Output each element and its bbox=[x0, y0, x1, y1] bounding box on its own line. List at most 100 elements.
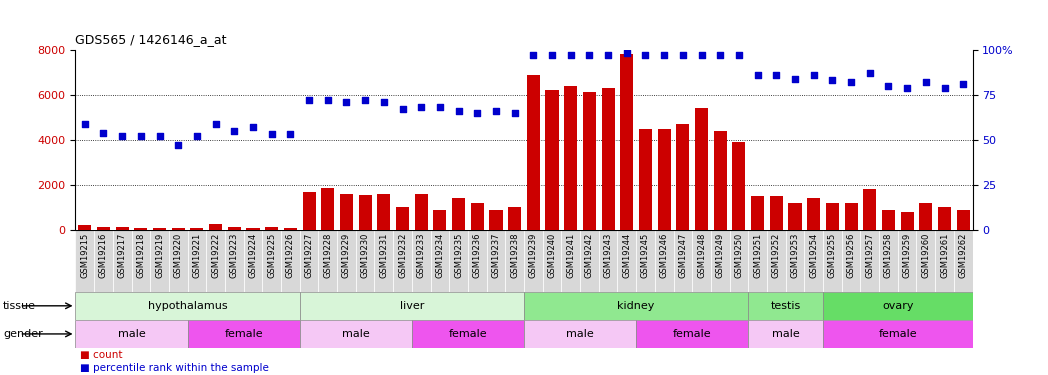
Point bbox=[693, 52, 709, 58]
Text: GSM19243: GSM19243 bbox=[604, 233, 613, 278]
Bar bbox=[246, 228, 260, 230]
Text: GSM19262: GSM19262 bbox=[959, 233, 967, 278]
Bar bbox=[281, 230, 300, 292]
Bar bbox=[467, 230, 486, 292]
Bar bbox=[300, 292, 524, 320]
Text: GSM19232: GSM19232 bbox=[398, 233, 407, 278]
Bar bbox=[711, 230, 729, 292]
Text: female: female bbox=[449, 329, 487, 339]
Text: GSM19220: GSM19220 bbox=[174, 233, 182, 278]
Point bbox=[712, 52, 728, 58]
Bar bbox=[227, 227, 241, 230]
Bar bbox=[879, 230, 898, 292]
Text: GSM19248: GSM19248 bbox=[697, 233, 706, 278]
Bar bbox=[97, 227, 110, 230]
Point bbox=[226, 128, 243, 134]
Point bbox=[189, 133, 205, 139]
Bar bbox=[284, 228, 297, 230]
Text: GSM19257: GSM19257 bbox=[866, 233, 874, 278]
Bar bbox=[508, 207, 521, 230]
Text: GSM19218: GSM19218 bbox=[136, 233, 146, 278]
Bar bbox=[636, 320, 748, 348]
Bar bbox=[75, 320, 188, 348]
Text: GSM19216: GSM19216 bbox=[99, 233, 108, 278]
Bar bbox=[636, 230, 655, 292]
Bar bbox=[788, 203, 802, 230]
Bar bbox=[132, 230, 150, 292]
Point bbox=[77, 121, 93, 127]
Text: GSM19215: GSM19215 bbox=[81, 233, 89, 278]
Text: GSM19233: GSM19233 bbox=[417, 233, 425, 279]
Bar bbox=[431, 230, 450, 292]
Text: male: male bbox=[771, 329, 800, 339]
Text: GSM19258: GSM19258 bbox=[883, 233, 893, 278]
Text: gender: gender bbox=[3, 329, 43, 339]
Point bbox=[787, 76, 804, 82]
Text: GSM19249: GSM19249 bbox=[716, 233, 725, 278]
Bar bbox=[75, 230, 94, 292]
Text: GSM19256: GSM19256 bbox=[847, 233, 855, 278]
Bar bbox=[676, 124, 690, 230]
Bar bbox=[546, 90, 559, 230]
Bar bbox=[748, 320, 823, 348]
Point bbox=[917, 79, 934, 85]
Bar bbox=[842, 230, 860, 292]
Bar bbox=[714, 131, 726, 230]
Point bbox=[208, 121, 224, 127]
Text: GSM19219: GSM19219 bbox=[155, 233, 165, 278]
Bar bbox=[396, 207, 409, 230]
Text: GSM19224: GSM19224 bbox=[248, 233, 258, 278]
Bar bbox=[113, 230, 132, 292]
Bar bbox=[581, 230, 598, 292]
Bar bbox=[303, 192, 315, 230]
Point bbox=[936, 85, 953, 91]
Bar bbox=[471, 203, 484, 230]
Bar bbox=[655, 230, 674, 292]
Bar bbox=[377, 194, 390, 230]
Text: hypothalamus: hypothalamus bbox=[148, 301, 227, 311]
Text: GSM19250: GSM19250 bbox=[735, 233, 743, 278]
Bar bbox=[115, 227, 129, 230]
Text: GSM19221: GSM19221 bbox=[193, 233, 201, 278]
Bar bbox=[864, 189, 876, 230]
Bar bbox=[75, 292, 300, 320]
Text: GSM19225: GSM19225 bbox=[267, 233, 277, 278]
Point bbox=[805, 72, 822, 78]
Bar bbox=[393, 230, 412, 292]
Point bbox=[151, 133, 168, 139]
Text: GSM19222: GSM19222 bbox=[211, 233, 220, 278]
Text: GSM19229: GSM19229 bbox=[342, 233, 351, 278]
Bar bbox=[79, 225, 91, 230]
Text: GSM19247: GSM19247 bbox=[678, 233, 687, 278]
Text: female: female bbox=[878, 329, 917, 339]
Bar bbox=[450, 230, 467, 292]
Point bbox=[955, 81, 971, 87]
Point bbox=[413, 105, 430, 111]
Point bbox=[861, 70, 878, 76]
Bar bbox=[225, 230, 243, 292]
Text: GSM19252: GSM19252 bbox=[771, 233, 781, 278]
Bar bbox=[94, 230, 113, 292]
Bar bbox=[319, 230, 337, 292]
Bar bbox=[767, 230, 786, 292]
Text: GSM19246: GSM19246 bbox=[659, 233, 669, 278]
Bar bbox=[564, 86, 577, 230]
Text: liver: liver bbox=[399, 301, 424, 311]
Text: GSM19239: GSM19239 bbox=[529, 233, 538, 278]
Point bbox=[581, 52, 597, 58]
Text: testis: testis bbox=[770, 301, 801, 311]
Bar bbox=[748, 230, 767, 292]
Text: GSM19242: GSM19242 bbox=[585, 233, 594, 278]
Bar bbox=[169, 230, 188, 292]
Text: GSM19231: GSM19231 bbox=[379, 233, 389, 278]
Point bbox=[263, 132, 280, 138]
Text: GSM19237: GSM19237 bbox=[492, 233, 501, 279]
Bar bbox=[150, 230, 169, 292]
Text: GSM19236: GSM19236 bbox=[473, 233, 482, 279]
Bar bbox=[134, 228, 148, 230]
Point bbox=[339, 99, 355, 105]
Bar bbox=[733, 142, 745, 230]
Bar bbox=[583, 92, 596, 230]
Bar bbox=[412, 320, 524, 348]
Bar bbox=[486, 230, 505, 292]
